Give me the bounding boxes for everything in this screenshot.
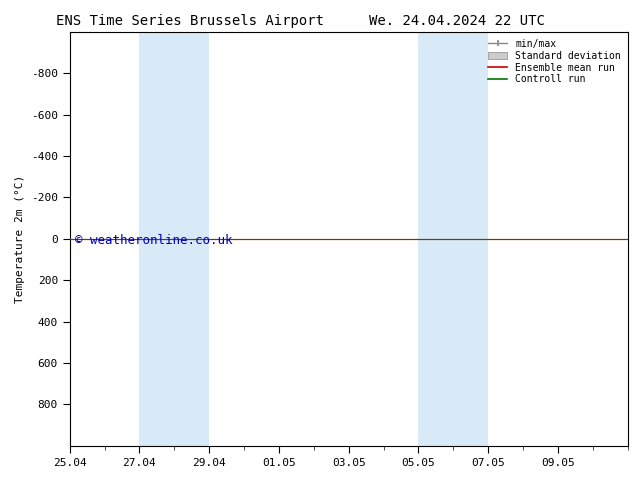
Bar: [139, 32, 174, 446]
Bar: [453, 32, 488, 446]
Bar: [174, 32, 209, 446]
Legend: min/max, Standard deviation, Ensemble mean run, Controll run: min/max, Standard deviation, Ensemble me…: [486, 37, 623, 86]
Text: We. 24.04.2024 22 UTC: We. 24.04.2024 22 UTC: [368, 14, 545, 28]
Bar: [418, 32, 453, 446]
Text: ENS Time Series Brussels Airport: ENS Time Series Brussels Airport: [56, 14, 324, 28]
Text: © weatheronline.co.uk: © weatheronline.co.uk: [75, 234, 233, 247]
Y-axis label: Temperature 2m (°C): Temperature 2m (°C): [15, 175, 25, 303]
